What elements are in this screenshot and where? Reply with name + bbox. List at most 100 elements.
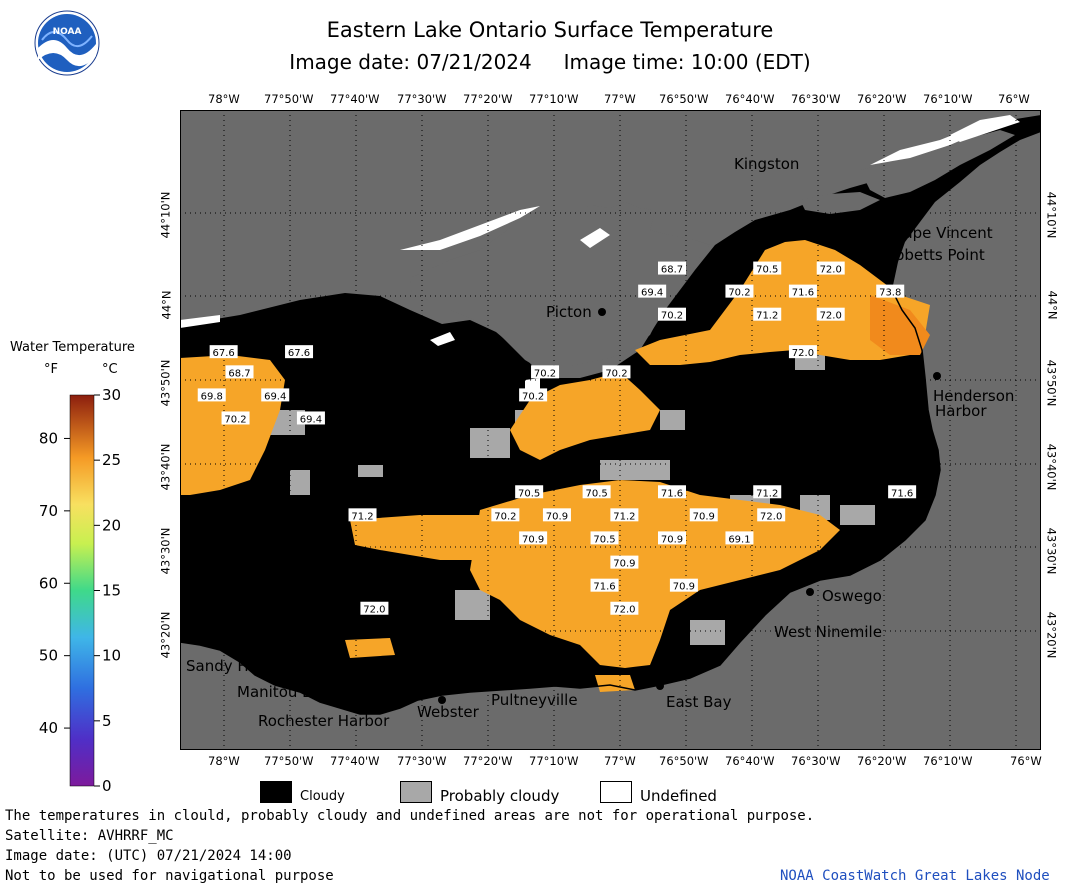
temperature-label: 73.8 [876, 284, 905, 299]
amherst-island [800, 192, 880, 214]
graticule [180, 110, 1041, 750]
temperature-label: 70.9 [542, 508, 571, 522]
temperature-label: 70.5 [582, 485, 611, 499]
temperature-labels: 68.7 70.5 72.0 69.4 70.2 71.6 73.8 70.2 71.2 72.0… [197, 261, 917, 616]
temperature-value: 71.6 [891, 488, 913, 499]
lat-tick-right: 44°N [1045, 290, 1060, 320]
color-bar-f-tick: 70 [39, 502, 58, 520]
lon-tick-top: 76°30'W [791, 92, 841, 106]
svg-text:NOAA: NOAA [53, 27, 82, 37]
temperature-label: 72.0 [788, 345, 817, 359]
place-west-ninemile: West Ninemile [774, 623, 882, 641]
color-bar: 40 50 60 70 80 0 5 10 15 20 25 30 [39, 386, 121, 795]
temperature-label: 67.6 [285, 345, 314, 359]
temperature-label: 72.0 [610, 601, 639, 616]
temperature-label: 70.2 [602, 365, 631, 379]
temperature-label: 71.2 [610, 508, 639, 522]
lon-tick-top: 77°W [604, 92, 636, 106]
footer-nav-warning: Not to be used for navigational purpose [5, 868, 334, 884]
legend-probably-cloudy-swatch [400, 781, 432, 803]
lon-tick-top: 77°20'W [463, 92, 513, 106]
temperature-value: 70.2 [494, 511, 516, 522]
lon-tick-top: 76°50'W [659, 92, 709, 106]
temperature-value: 71.2 [756, 311, 778, 322]
temperature-label: 69.4 [261, 388, 290, 402]
temperature-value: 72.0 [792, 348, 814, 359]
temperature-label: 70.9 [519, 531, 548, 545]
place-tibbetts-point: Tibbetts Point [882, 246, 985, 264]
lon-tick-bottom: 76°30'W [791, 754, 841, 768]
temperature-label: 70.9 [658, 531, 686, 545]
temperature-value: 70.2 [534, 368, 556, 379]
lat-tick-right: 43°20'N [1044, 611, 1059, 659]
lon-tick-bottom: 78°W [208, 754, 240, 768]
map-border [180, 110, 1041, 750]
temperature-label: 71.6 [888, 485, 917, 499]
temperature-map: 68.7 70.5 72.0 69.4 70.2 71.6 73.8 70.2 71.2 72.0… [180, 110, 1041, 750]
lon-tick-top: 76°10'W [923, 92, 973, 106]
temperature-value: 67.6 [213, 348, 235, 359]
lon-tick-top: 77°10'W [529, 92, 579, 106]
lon-tick-top: 77°40'W [330, 92, 380, 106]
temperature-value: 72.0 [613, 605, 635, 616]
lon-tick-top: 76°20'W [857, 92, 907, 106]
temperature-value: 70.9 [522, 534, 544, 545]
lat-tick-left: 43°20'N [158, 611, 173, 659]
temperature-label: 71.6 [590, 578, 619, 593]
temperature-value: 70.2 [661, 311, 683, 322]
place-pultneyville: Pultneyville [491, 691, 578, 709]
temperature-label: 70.9 [610, 555, 639, 570]
temperature-label: 68.7 [225, 365, 254, 379]
lat-tick-right: 43°30'N [1044, 527, 1059, 575]
lat-tick-left: 44°N [159, 290, 174, 320]
footer-disclaimer: The temperatures in clould, probably clo… [5, 808, 815, 824]
legend-cloudy-label: Cloudy [300, 789, 345, 804]
temperature-value: 72.0 [760, 511, 782, 522]
legend-cloudy-swatch [260, 781, 292, 803]
place-henderson-harbor-line2: Harbor [935, 402, 987, 420]
place-east-bay: East Bay [666, 693, 732, 711]
color-bar-f-tick: 60 [39, 574, 58, 592]
lon-tick-bottom: 77°30'W [397, 754, 447, 768]
color-bar-unit-c: °C [102, 362, 118, 377]
temperature-value: 70.9 [546, 511, 568, 522]
temperature-value: 70.9 [673, 582, 695, 593]
color-bar-unit-f: °F [44, 362, 58, 377]
temperature-label: 69.4 [638, 284, 667, 299]
temperature-value: 70.2 [605, 368, 627, 379]
temperature-label: 70.5 [590, 531, 619, 545]
legend-probably-cloudy-label: Probably cloudy [440, 787, 560, 805]
temperature-label: 72.0 [816, 261, 845, 276]
temperature-label: 71.2 [753, 485, 782, 499]
temperature-label: 70.5 [753, 261, 782, 276]
temperature-value: 68.7 [661, 265, 683, 276]
temperature-label: 71.2 [753, 307, 782, 322]
temperature-value: 71.2 [613, 511, 635, 522]
temperature-label: 67.6 [209, 345, 238, 359]
temperature-label: 70.2 [725, 284, 754, 299]
color-bar-f-tick: 40 [39, 719, 58, 737]
lon-tick-bottom: 76°40'W [725, 754, 775, 768]
temperature-value: 69.4 [641, 288, 663, 299]
lon-tick-bottom: 77°50'W [264, 754, 314, 768]
temperature-value: 70.5 [756, 265, 778, 276]
temperature-value: 70.2 [728, 288, 750, 299]
temperature-value: 71.6 [593, 582, 615, 593]
lon-tick-bottom: 76°20'W [857, 754, 907, 768]
temperature-value: 70.9 [661, 534, 683, 545]
place-rochester-harbor: Rochester Harbor [258, 712, 390, 730]
shoreline [180, 289, 941, 715]
footer-satellite: Satellite: AVHRRF_MC [5, 828, 174, 844]
place-kingston: Kingston [734, 155, 800, 173]
temperature-value: 73.8 [879, 288, 901, 299]
place-henderson-harbor-line1: Henderson [933, 387, 1015, 405]
temperature-value: 70.2 [224, 414, 246, 425]
lat-tick-right: 43°50'N [1044, 359, 1059, 407]
lon-tick-bottom: 77°10'W [529, 754, 579, 768]
temperature-label: 72.0 [816, 307, 845, 322]
temperature-value: 69.4 [264, 391, 286, 402]
footer-utc-date: Image date: (UTC) 07/21/2024 14:00 [5, 848, 292, 864]
temperature-value: 72.0 [820, 311, 842, 322]
temperature-label: 70.9 [689, 508, 718, 522]
temperature-label: 70.2 [519, 388, 548, 402]
